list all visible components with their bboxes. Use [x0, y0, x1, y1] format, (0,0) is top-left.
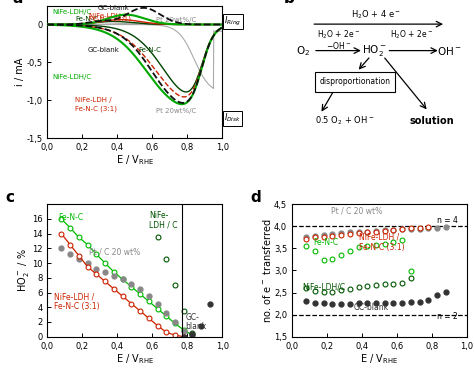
Text: Fe-N-C: Fe-N-C — [313, 238, 338, 247]
Text: n = 2: n = 2 — [437, 312, 458, 321]
Text: $I_{Ring}$: $I_{Ring}$ — [224, 15, 241, 28]
Y-axis label: HO$_2^-$ / %: HO$_2^-$ / % — [16, 248, 30, 292]
Text: Fe-N-C (3:1): Fe-N-C (3:1) — [75, 106, 118, 112]
FancyBboxPatch shape — [315, 72, 395, 92]
Text: NiFe-LDH/C: NiFe-LDH/C — [302, 283, 346, 292]
Text: Pt / C 20 wt%: Pt / C 20 wt% — [330, 207, 382, 216]
Text: d: d — [250, 190, 261, 205]
Text: HO$_2^-$: HO$_2^-$ — [362, 43, 387, 58]
Text: NiFe-
LDH / C: NiFe- LDH / C — [149, 211, 177, 230]
Y-axis label: no. of e$^-$ transferred: no. of e$^-$ transferred — [261, 218, 273, 323]
Text: H$_2$O + 2e$^-$: H$_2$O + 2e$^-$ — [317, 28, 360, 41]
Text: GC-blank: GC-blank — [353, 303, 388, 312]
Text: GC-
blank: GC- blank — [185, 312, 207, 331]
Text: $-$OH$^-$: $-$OH$^-$ — [326, 40, 351, 51]
Text: O$_2$: O$_2$ — [295, 44, 310, 58]
Text: NiFe-LDH /: NiFe-LDH / — [89, 13, 126, 19]
Y-axis label: i / mA: i / mA — [15, 58, 25, 86]
Text: solution: solution — [410, 116, 454, 126]
Text: Fe-N-C: Fe-N-C — [138, 47, 161, 53]
Text: NiFe-LDH /
Fe-N-C (3:1): NiFe-LDH / Fe-N-C (3:1) — [358, 233, 404, 252]
Text: c: c — [6, 190, 14, 205]
Text: Fe-N-C (3:1): Fe-N-C (3:1) — [89, 16, 131, 22]
Text: GC-blank: GC-blank — [98, 5, 130, 11]
Text: NiFe-LDH/C: NiFe-LDH/C — [53, 74, 92, 80]
X-axis label: E / V$_\mathrm{RHE}$: E / V$_\mathrm{RHE}$ — [116, 352, 154, 366]
Text: n = 4: n = 4 — [437, 216, 458, 225]
Text: NiFe-LDH/C: NiFe-LDH/C — [53, 9, 92, 15]
Text: OH$^-$: OH$^-$ — [437, 45, 462, 57]
Text: NiFe-LDH /: NiFe-LDH / — [75, 97, 112, 103]
X-axis label: E / V$_\mathrm{RHE}$: E / V$_\mathrm{RHE}$ — [116, 153, 154, 167]
X-axis label: E / V$_\mathrm{RHE}$: E / V$_\mathrm{RHE}$ — [360, 352, 399, 366]
Text: 0.5 O$_2$ + OH$^-$: 0.5 O$_2$ + OH$^-$ — [315, 115, 374, 127]
Text: b: b — [283, 0, 294, 6]
Text: Fe-N-C: Fe-N-C — [75, 16, 98, 22]
Text: H$_2$O + 4 e$^-$: H$_2$O + 4 e$^-$ — [351, 9, 401, 22]
Text: H$_2$O + 2e$^-$: H$_2$O + 2e$^-$ — [390, 28, 434, 41]
Text: Pt / C 20 wt%: Pt / C 20 wt% — [89, 247, 141, 256]
Text: Pt 20wt%/C: Pt 20wt%/C — [156, 108, 196, 114]
Text: $I_{Disk}$: $I_{Disk}$ — [224, 112, 241, 124]
Text: GC-blank: GC-blank — [88, 47, 119, 53]
Text: Fe-N-C: Fe-N-C — [58, 214, 83, 222]
Text: Pt 20wt%/C: Pt 20wt%/C — [156, 17, 196, 23]
Text: disproportionation: disproportionation — [319, 77, 391, 86]
Text: a: a — [12, 0, 23, 6]
Text: NiFe-LDH /
Fe-N-C (3:1): NiFe-LDH / Fe-N-C (3:1) — [55, 292, 100, 311]
